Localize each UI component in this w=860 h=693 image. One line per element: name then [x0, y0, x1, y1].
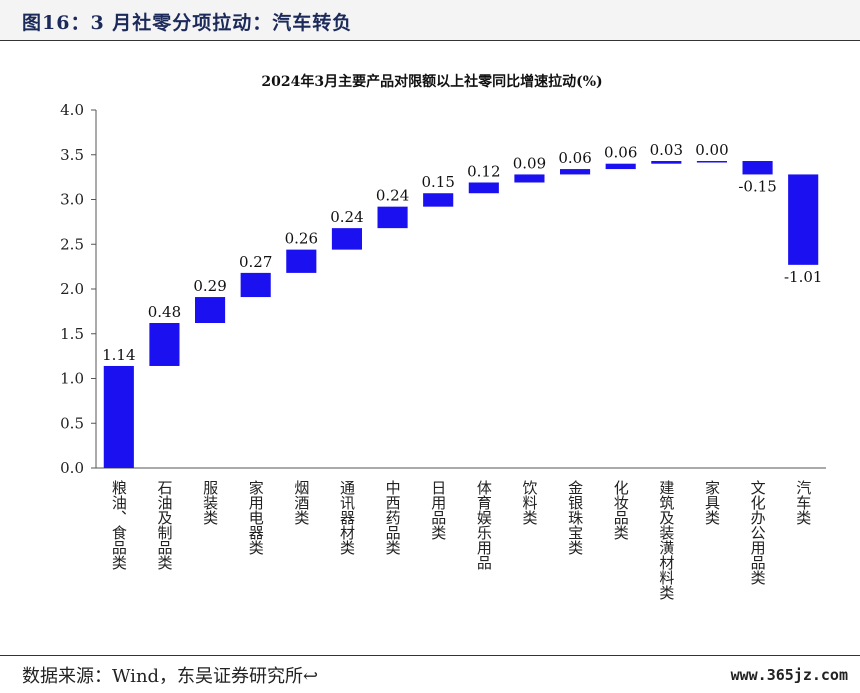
watermark: www.365jz.com: [730, 666, 848, 684]
value-labels: 1.14 0.48 0.29 0.27 0.26 0.24 0.24 0.15 0.12 0.09…: [102, 141, 822, 364]
data-label: 0.29: [193, 277, 226, 295]
bar: [651, 161, 682, 164]
x-tick-label: 中西药品类: [384, 480, 402, 555]
data-label: 0.27: [239, 253, 272, 271]
data-label: -1.01: [784, 268, 822, 286]
x-tick-label: 烟酒类: [292, 480, 310, 525]
figure-footer: 数据来源：Wind，东吴证券研究所↩ www.365jz.com: [0, 655, 860, 693]
x-tick-label: 化妆品类: [612, 480, 630, 540]
y-tick-label: 0.5: [60, 414, 84, 432]
bar: [286, 249, 317, 273]
data-label: 0.12: [467, 162, 500, 180]
x-tick-label: 石油及制品类: [155, 480, 173, 570]
bar: [149, 323, 180, 366]
data-label: 0.09: [513, 154, 546, 172]
figure-header: 图16：3 月社零分项拉动：汽车转负: [0, 0, 860, 41]
bar: [696, 161, 727, 163]
data-label: 0.26: [285, 230, 318, 248]
y-tick-label: 4.0: [60, 101, 84, 119]
x-tick-label: 服装类: [201, 480, 219, 525]
bar: [377, 206, 408, 229]
y-tick-label: 1.5: [60, 325, 84, 343]
data-label: 1.14: [102, 346, 135, 364]
bar: [195, 297, 226, 324]
x-tick-label: 家用电器类: [247, 480, 265, 555]
data-label: 0.00: [695, 141, 728, 159]
x-tick-label: 粮油、食品类: [110, 480, 128, 570]
x-tick-label: 日用品类: [429, 480, 447, 540]
y-tick-label: 3.5: [60, 146, 84, 164]
y-tick-label: 0.0: [60, 459, 84, 477]
bar: [788, 174, 819, 265]
y-tick-label: 2.5: [60, 235, 84, 253]
y-tick-label: 1.0: [60, 370, 84, 388]
data-label: 0.24: [330, 208, 363, 226]
x-tick-label: 文化办公用品类: [749, 480, 767, 585]
bar: [240, 272, 271, 298]
data-label: -0.15: [738, 177, 776, 195]
source-note: 数据来源：Wind，东吴证券研究所↩: [22, 666, 319, 687]
bar: [468, 182, 499, 194]
x-labels: 粮油、食品类 石油及制品类 服装类 家用电器类 烟酒类 通讯器材类 中西药品类 日用品类 体育娱…: [110, 480, 812, 600]
bar: [560, 169, 591, 175]
waterfall-chart: 2024年3月主要产品对限额以上社零同比增速拉动(%) 0.0 0.5 1.0 1.5…: [60, 73, 826, 600]
x-tick-label: 汽车类: [794, 480, 812, 525]
bar: [742, 161, 773, 175]
bar: [423, 193, 454, 207]
data-label: 0.24: [376, 187, 409, 205]
bar: [514, 174, 545, 183]
data-label: 0.06: [558, 149, 591, 167]
y-ticks: 0.0 0.5 1.0 1.5 2.0 2.5 3.0 3.5 4.0: [60, 101, 96, 477]
data-label: 0.03: [650, 141, 683, 159]
data-label: 0.06: [604, 144, 637, 162]
y-tick-label: 2.0: [60, 280, 84, 298]
figure-title: 图16：3 月社零分项拉动：汽车转负: [22, 12, 353, 34]
bars: [103, 161, 819, 468]
chart-title: 2024年3月主要产品对限额以上社零同比增速拉动(%): [261, 73, 602, 90]
x-tick-label: 饮料类: [520, 480, 538, 525]
x-tick-label: 家具类: [703, 480, 721, 525]
x-tick-label: 体育娱乐用品: [475, 480, 493, 570]
data-label: 0.15: [421, 173, 454, 191]
x-tick-label: 建筑及装潢材料类: [657, 480, 675, 600]
bar: [331, 228, 362, 250]
x-tick-label: 通讯器材类: [338, 480, 356, 555]
bar: [103, 365, 134, 468]
bar: [605, 163, 636, 170]
data-label: 0.48: [148, 303, 181, 321]
y-tick-label: 3.0: [60, 191, 84, 209]
x-tick-label: 金银珠宝类: [566, 480, 584, 555]
